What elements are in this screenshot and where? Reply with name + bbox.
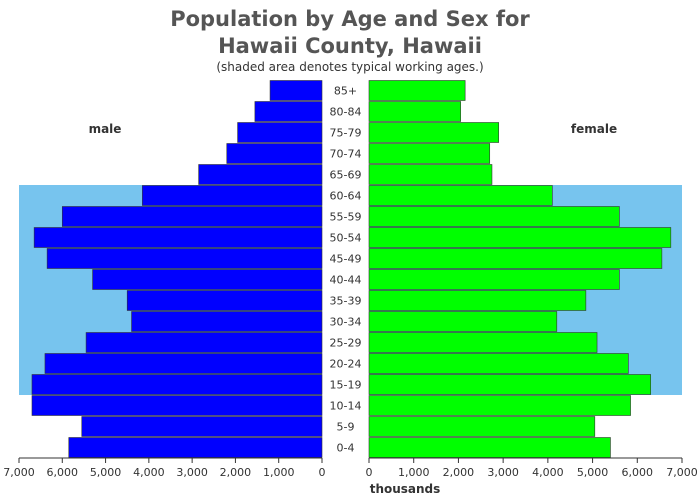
chart-title-line2: Hawaii County, Hawaii — [218, 34, 482, 58]
tick-label-male: 6,000 — [47, 466, 79, 479]
bar-male-25-29 — [85, 332, 323, 353]
bar-female-50-54 — [368, 227, 672, 248]
tick-label-female: 3,000 — [487, 466, 519, 479]
age-labels: 0-4 5-9 10-14 15-19 20-24 25-29 30-34 35-39 40-4… — [330, 85, 362, 455]
axes: 0 0 1,000 1,000 2,000 2,000 3,000 3,000 4,000 4,0… — [3, 457, 698, 479]
bar-female-20-24 — [368, 353, 629, 374]
bar-male-20-24 — [44, 353, 323, 374]
bar-female-65-69 — [368, 164, 493, 185]
age-label: 70-74 — [330, 148, 362, 161]
tick-label-male: 4,000 — [133, 466, 165, 479]
bar-female-85+ — [368, 80, 466, 101]
tick-label-male: 3,000 — [176, 466, 208, 479]
tick-label-female: 4,000 — [532, 466, 564, 479]
age-label: 85+ — [334, 85, 357, 98]
bar-female-25-29 — [368, 332, 598, 353]
age-label: 30-34 — [330, 316, 362, 329]
age-label: 15-19 — [330, 379, 362, 392]
tick-label-male: 5,000 — [90, 466, 122, 479]
bar-male-30-34 — [131, 311, 323, 332]
series-label-female: female — [571, 122, 617, 136]
age-label: 0-4 — [337, 442, 355, 455]
tick-label-female: 1,000 — [398, 466, 430, 479]
bar-female-5-9 — [368, 416, 596, 437]
age-label: 5-9 — [337, 421, 355, 434]
age-label: 20-24 — [330, 358, 362, 371]
bar-male-65-69 — [198, 164, 323, 185]
bar-male-55-59 — [61, 206, 323, 227]
age-label: 55-59 — [330, 211, 362, 224]
bar-female-70-74 — [368, 143, 491, 164]
age-label: 80-84 — [330, 106, 362, 119]
age-label: 25-29 — [330, 337, 362, 350]
bar-male-0-4 — [68, 437, 323, 458]
age-label: 75-79 — [330, 127, 362, 140]
age-label: 45-49 — [330, 253, 362, 266]
bar-female-10-14 — [368, 395, 631, 416]
bar-male-45-49 — [46, 248, 323, 269]
age-label: 60-64 — [330, 190, 362, 203]
bar-female-0-4 — [368, 437, 611, 458]
chart-subtitle: (shaded area denotes typical working age… — [216, 60, 484, 74]
bar-male-70-74 — [226, 143, 323, 164]
bar-male-40-44 — [92, 269, 323, 290]
tick-label-female: 6,000 — [622, 466, 654, 479]
bar-male-75-79 — [237, 122, 323, 143]
tick-label-female: 2,000 — [443, 466, 475, 479]
bar-male-5-9 — [81, 416, 323, 437]
bar-female-75-79 — [368, 122, 499, 143]
tick-label-male: 7,000 — [3, 466, 35, 479]
tick-label-male: 0 — [319, 466, 326, 479]
age-label: 10-14 — [330, 400, 362, 413]
bar-female-35-39 — [368, 290, 587, 311]
series-label-male: male — [89, 122, 122, 136]
bar-male-15-19 — [31, 374, 323, 395]
tick-label-female: 7,000 — [666, 466, 698, 479]
bar-female-45-49 — [368, 248, 663, 269]
bar-female-40-44 — [368, 269, 620, 290]
age-label: 65-69 — [330, 169, 362, 182]
bar-male-60-64 — [142, 185, 323, 206]
bar-male-85+ — [269, 80, 323, 101]
bar-female-80-84 — [368, 101, 461, 122]
bar-female-30-34 — [368, 311, 558, 332]
bars — [31, 80, 672, 458]
age-label: 50-54 — [330, 232, 362, 245]
bar-male-80-84 — [254, 101, 323, 122]
bar-female-15-19 — [368, 374, 652, 395]
x-axis-title: thousands — [370, 482, 441, 496]
bar-female-55-59 — [368, 206, 620, 227]
age-label: 35-39 — [330, 295, 362, 308]
tick-label-male: 2,000 — [220, 466, 252, 479]
age-label: 40-44 — [330, 274, 362, 287]
bar-male-35-39 — [126, 290, 323, 311]
bar-male-50-54 — [33, 227, 323, 248]
tick-label-female: 0 — [366, 466, 373, 479]
tick-label-female: 5,000 — [577, 466, 609, 479]
chart-title-line1: Population by Age and Sex for — [170, 7, 530, 31]
bar-male-10-14 — [31, 395, 323, 416]
tick-label-male: 1,000 — [263, 466, 295, 479]
bar-female-60-64 — [368, 185, 553, 206]
